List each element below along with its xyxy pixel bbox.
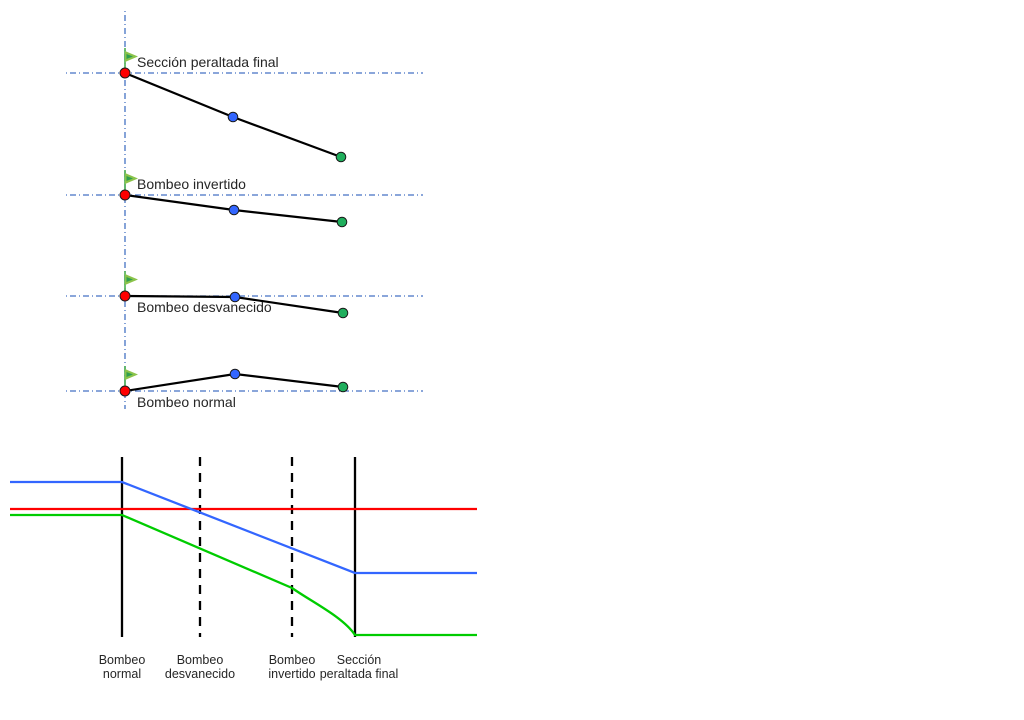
svg-text:Bombeo invertido: Bombeo invertido: [137, 176, 246, 192]
svg-text:Bombeo: Bombeo: [269, 653, 316, 667]
svg-text:Bombeo: Bombeo: [99, 653, 146, 667]
svg-text:Bombeo desvanecido: Bombeo desvanecido: [137, 299, 272, 315]
svg-text:desvanecido: desvanecido: [165, 667, 235, 681]
svg-text:Bombeo: Bombeo: [177, 653, 224, 667]
svg-text:peraltada final: peraltada final: [320, 667, 399, 681]
svg-text:Bombeo normal: Bombeo normal: [137, 394, 236, 410]
svg-text:normal: normal: [103, 667, 141, 681]
svg-text:invertido: invertido: [268, 667, 315, 681]
svg-text:Sección peraltada final: Sección peraltada final: [137, 54, 279, 70]
svg-text:Sección: Sección: [337, 653, 382, 667]
